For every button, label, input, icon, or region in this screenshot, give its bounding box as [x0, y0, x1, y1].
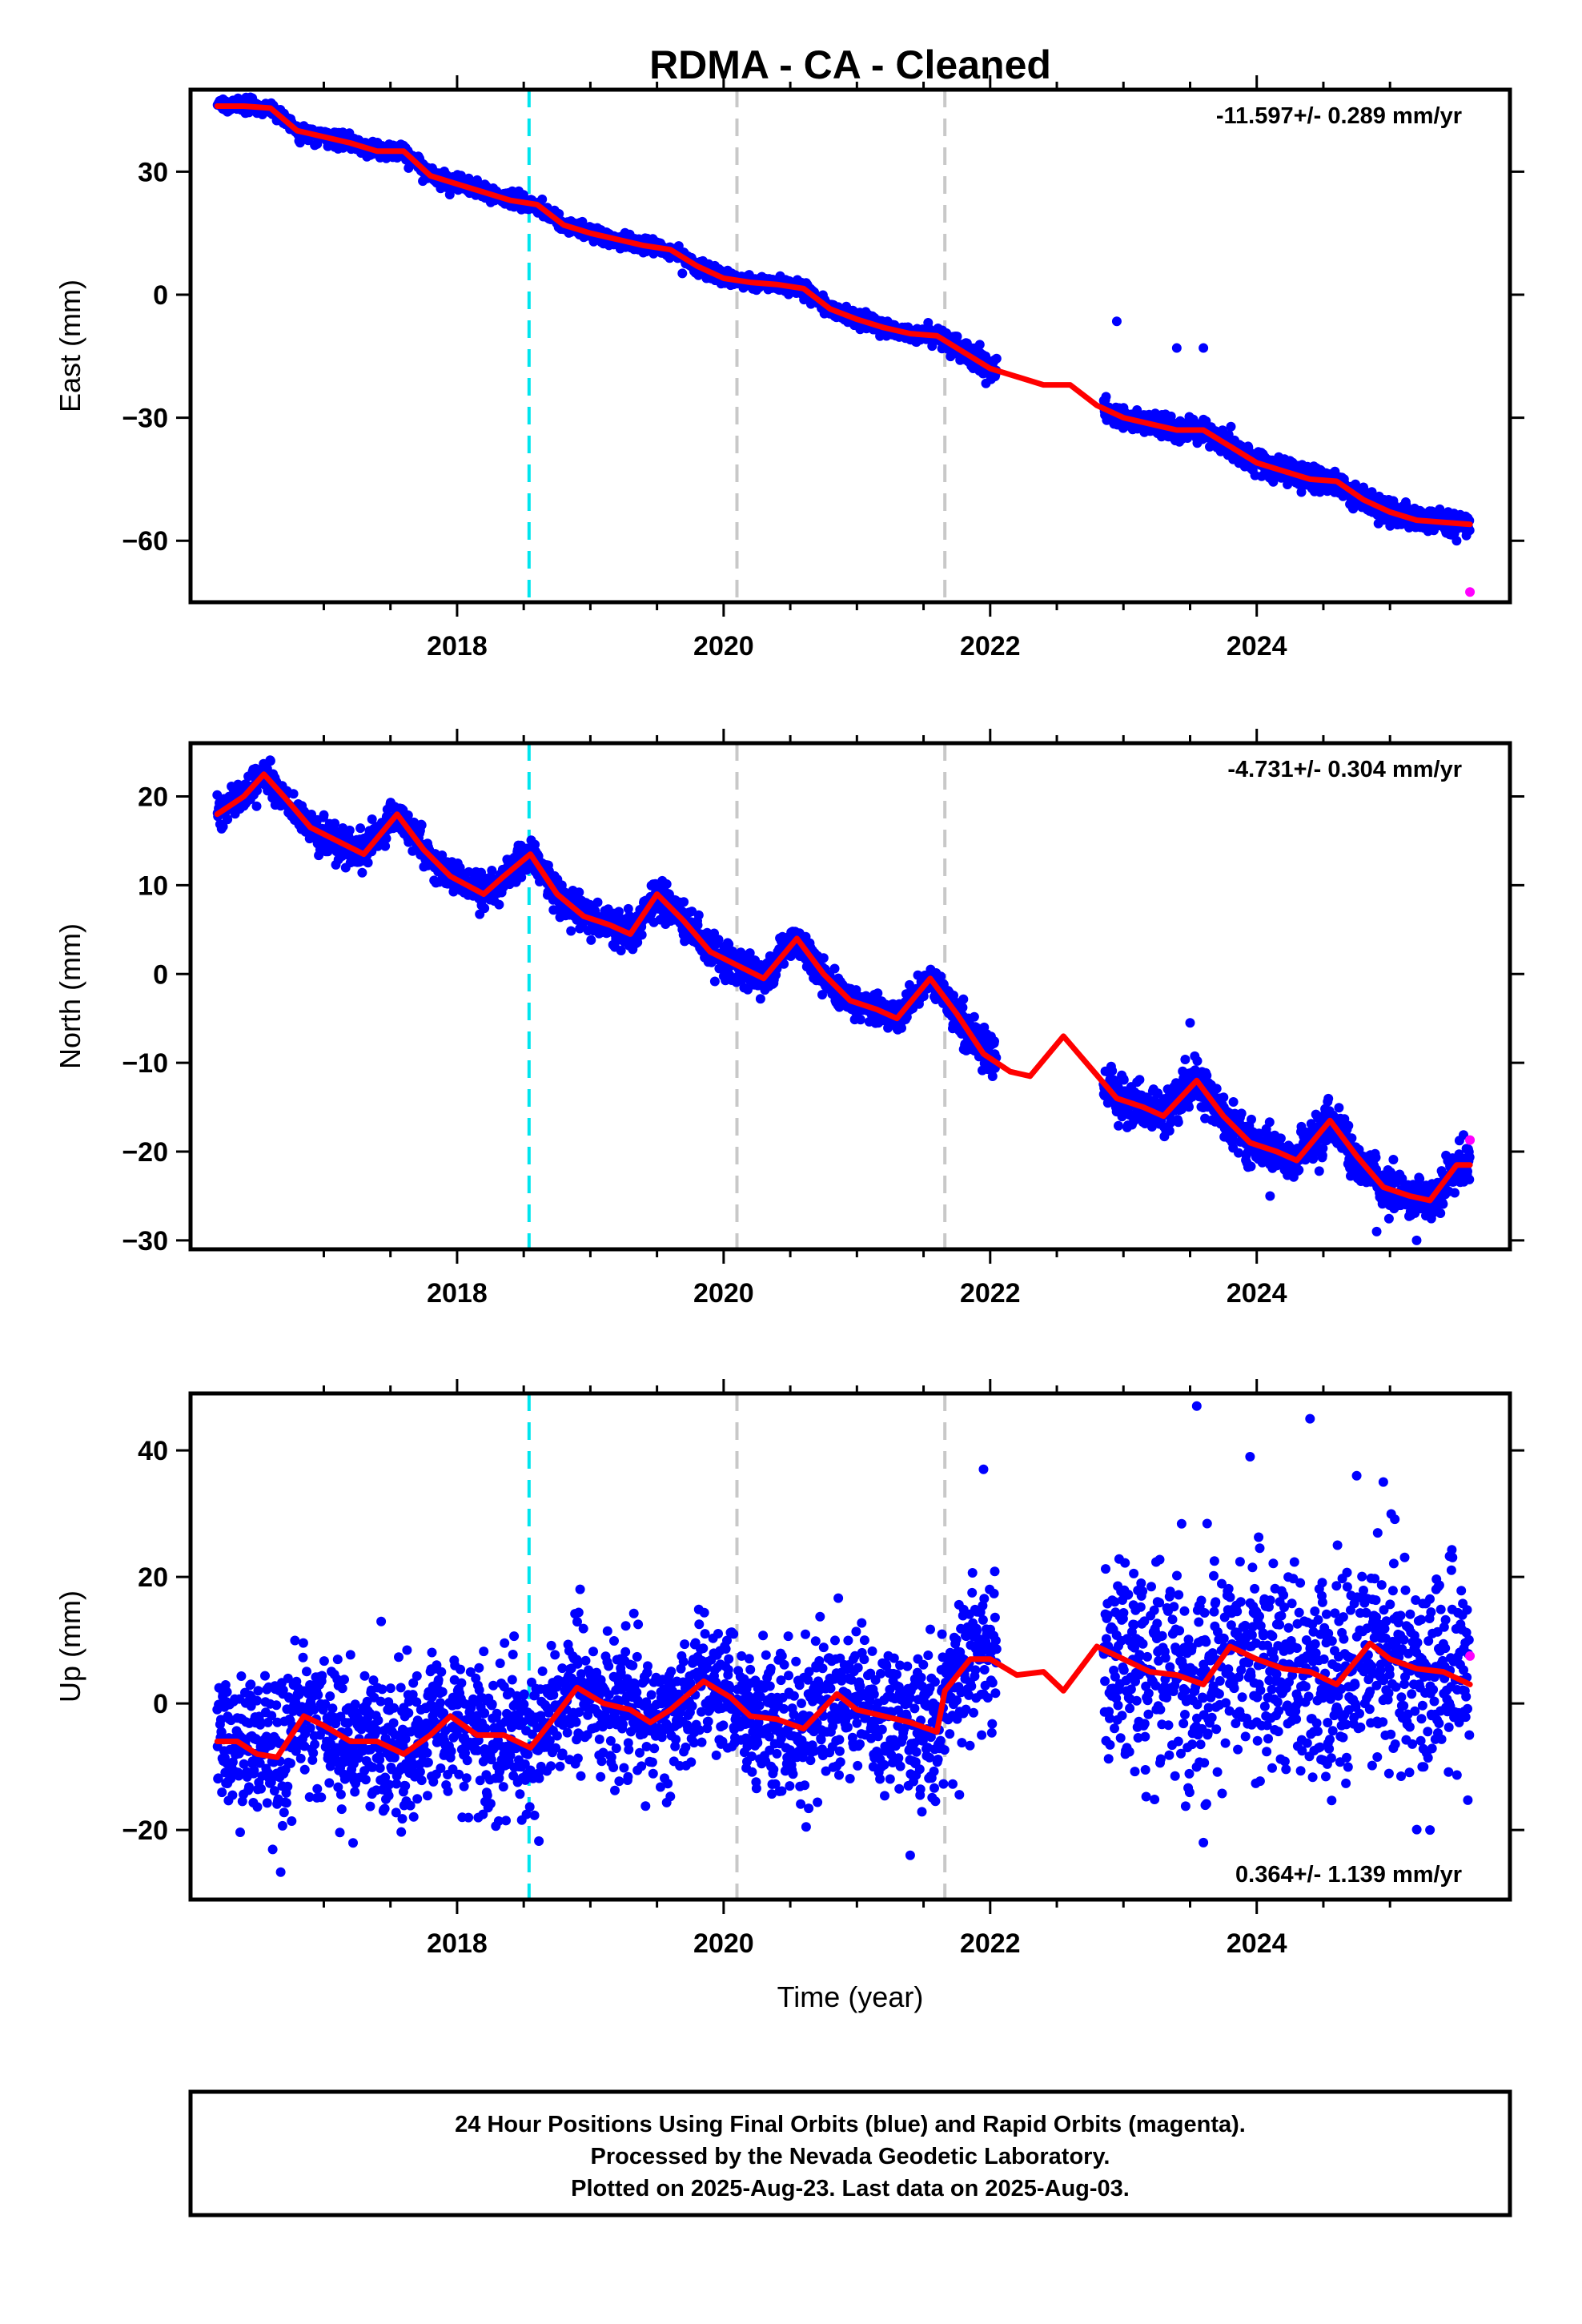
data-point-265: [319, 810, 329, 820]
data-point-380: [363, 858, 373, 868]
plot-frame: [188, 87, 1512, 605]
data-point-24: [223, 814, 233, 825]
data-point-764: [516, 872, 527, 883]
data-point-1716: [897, 1023, 906, 1033]
data-point-889: [566, 926, 576, 936]
data-point-1006: [614, 907, 624, 917]
y-tick-label-0: 30: [138, 157, 168, 187]
data-point-1982: [1114, 1120, 1123, 1131]
y-tick-label-1: 0: [153, 280, 168, 311]
data-point-1941: [990, 1036, 999, 1047]
outlier-point-2: [1199, 343, 1209, 353]
x-tick-label-0: 2018: [427, 631, 488, 661]
data-point-1171: [679, 897, 689, 907]
data-point-708: [494, 899, 504, 910]
rapid-orbit-point-0: [1465, 587, 1476, 597]
data-point-1949: [1101, 392, 1111, 402]
data-point-1245: [709, 976, 720, 987]
data-point-361: [355, 823, 366, 834]
data-point-1011: [616, 946, 626, 955]
data-point-1148: [677, 268, 688, 279]
data-point-2080: [1153, 1088, 1163, 1099]
east-panel: 2018 2020 2022 2024 30 0 −30 −60 East (mm) -11.59…: [54, 75, 1524, 661]
y-axis-label: East (mm): [54, 279, 86, 412]
data-point-797: [537, 194, 548, 204]
data-point-425: [380, 841, 391, 851]
data-point-672: [480, 903, 490, 914]
data-point-365: [357, 867, 367, 878]
y-tick-label-3: −60: [122, 526, 168, 557]
data-point-1207: [693, 910, 704, 920]
data-point-1862: [958, 1003, 968, 1013]
data-point-1360: [755, 994, 765, 1004]
final-orbit-points: [212, 755, 1475, 1245]
data-point-15: [218, 822, 228, 832]
data-point-515: [416, 820, 427, 830]
data-point-1967: [1107, 1066, 1118, 1076]
x-tick-label-1: 2020: [693, 631, 754, 661]
chart-title: RDMA - CA - Cleaned: [649, 42, 1051, 87]
data-point-1549: [829, 963, 840, 974]
data-point-188: [288, 789, 299, 799]
data-point-1029: [623, 903, 633, 914]
data-point-906: [574, 887, 584, 898]
data-point-1281: [724, 939, 734, 949]
data-point-939: [586, 935, 596, 945]
data-point-333: [344, 825, 355, 835]
data-point-1901: [974, 340, 985, 350]
outlier-point-0: [1111, 316, 1122, 327]
data-point-1864: [958, 994, 969, 1004]
outlier-point-3: [1452, 536, 1462, 546]
data-point-956: [592, 897, 603, 907]
data-point-294: [330, 818, 340, 829]
data-point-428: [381, 834, 391, 843]
data-point-1941: [991, 353, 1002, 364]
data-point-132: [265, 756, 275, 766]
data-layer: [212, 743, 1475, 1249]
data-point-482: [403, 810, 413, 820]
data-point-1768: [918, 991, 929, 1001]
data-point-2356: [1268, 476, 1279, 487]
data-point-1521: [818, 953, 829, 963]
data-point-1255: [713, 935, 724, 945]
final-orbit-points: [212, 92, 1475, 546]
rate-annotation: -11.597+/- 0.289 mm/yr: [1216, 103, 1462, 129]
data-point-1890: [969, 1011, 979, 1022]
data-point-2843: [1464, 525, 1475, 536]
data-point-1422: [779, 959, 789, 969]
data-point-1843: [952, 332, 962, 342]
data-layer: [212, 90, 1475, 602]
data-point-1728: [901, 1012, 912, 1022]
model-fit-line: [214, 103, 1473, 528]
data-point-2035: [1134, 1075, 1145, 1085]
data-point-1839: [949, 991, 958, 1000]
data-point-1129: [661, 879, 672, 889]
x-tick-label-2: 2022: [960, 631, 1021, 661]
data-point-1936: [987, 1072, 998, 1081]
x-tick-label-3: 2024: [1227, 631, 1287, 661]
data-point-1204: [693, 920, 703, 931]
data-point-1808: [936, 971, 946, 982]
data-point-1611: [855, 1015, 865, 1025]
outlier-point-1: [1171, 343, 1182, 353]
data-point-2251: [1226, 421, 1236, 432]
data-point-692: [487, 866, 497, 875]
data-point-1063: [636, 930, 647, 940]
data-point-1335: [745, 948, 755, 959]
data-point-2422: [1296, 487, 1307, 497]
data-point-1995: [1118, 1075, 1129, 1085]
y-tick-label-2: −30: [122, 404, 168, 434]
data-point-391: [367, 814, 377, 824]
data-point-100: [251, 801, 262, 811]
data-point-1654: [873, 988, 883, 999]
